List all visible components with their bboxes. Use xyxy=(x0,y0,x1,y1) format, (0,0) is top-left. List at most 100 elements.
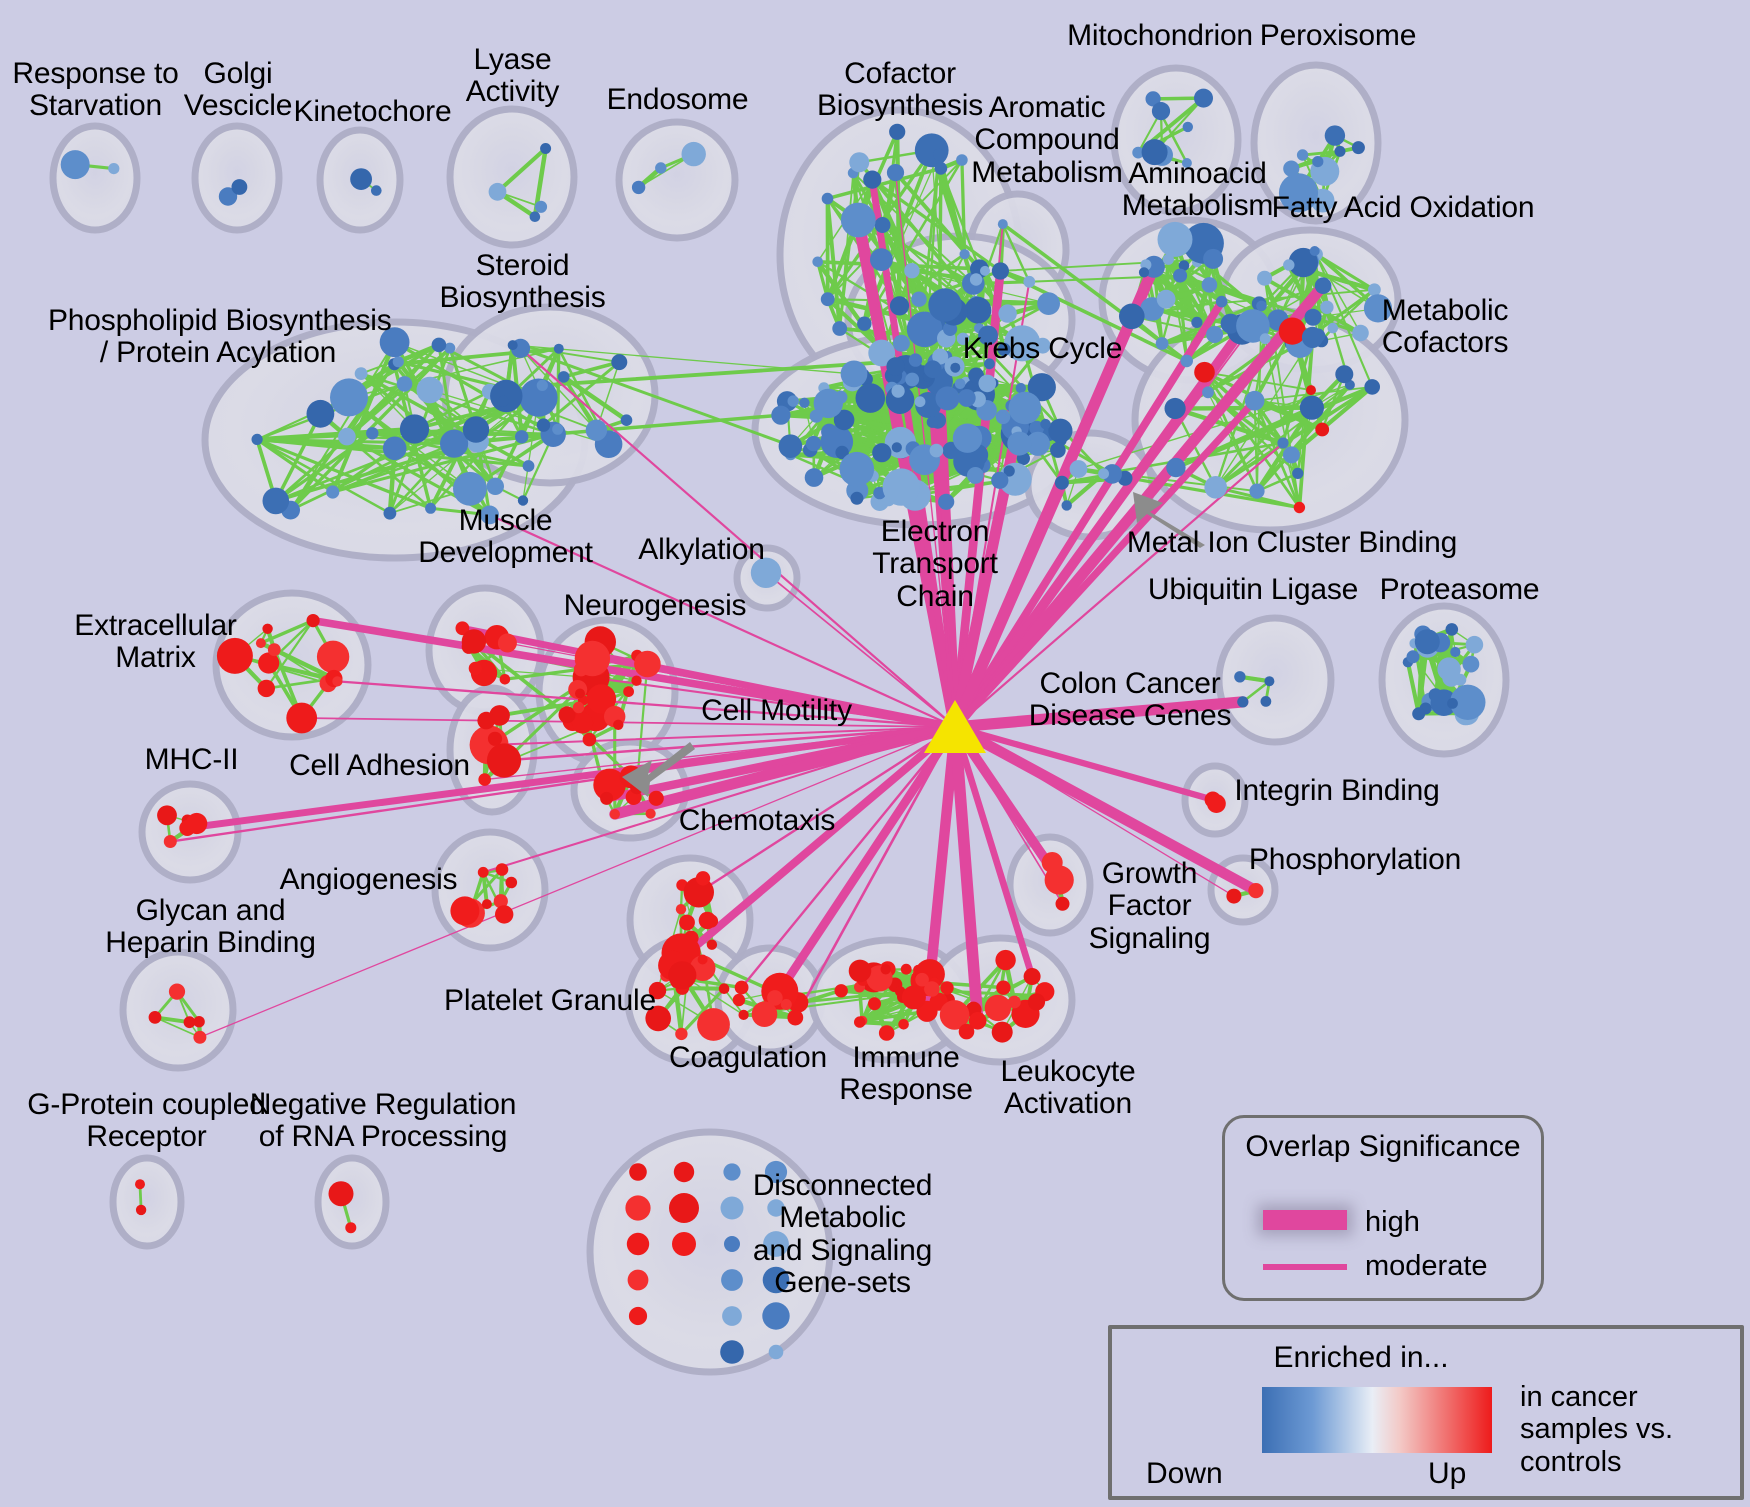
gene-set-node[interactable] xyxy=(1430,689,1458,716)
gene-set-node[interactable] xyxy=(574,640,611,677)
gene-set-node[interactable] xyxy=(1257,270,1273,286)
gene-set-node[interactable] xyxy=(954,378,966,390)
gene-set-node[interactable] xyxy=(1023,275,1036,288)
gene-set-node[interactable] xyxy=(763,1231,789,1257)
gene-set-node[interactable] xyxy=(1259,333,1271,345)
gene-set-node[interactable] xyxy=(628,1306,648,1326)
gene-set-node[interactable] xyxy=(1277,437,1289,449)
gene-set-node[interactable] xyxy=(1315,422,1330,437)
gene-set-node[interactable] xyxy=(1412,707,1426,721)
gene-set-node[interactable] xyxy=(721,1269,743,1291)
gene-set-node[interactable] xyxy=(553,343,564,354)
gene-set-node[interactable] xyxy=(672,1232,696,1256)
gene-set-node[interactable] xyxy=(255,638,266,649)
gene-set-node[interactable] xyxy=(697,1008,730,1041)
gene-set-node[interactable] xyxy=(382,436,407,461)
gene-set-node[interactable] xyxy=(330,378,368,417)
gene-set-node[interactable] xyxy=(959,249,970,260)
gene-set-node[interactable] xyxy=(626,1232,650,1256)
gene-set-node[interactable] xyxy=(552,423,564,435)
gene-set-node[interactable] xyxy=(306,399,335,428)
gene-set-node[interactable] xyxy=(668,961,697,990)
gene-set-node[interactable] xyxy=(540,143,552,154)
gene-set-node[interactable] xyxy=(870,248,893,271)
gene-set-node[interactable] xyxy=(193,1030,207,1044)
gene-set-node[interactable] xyxy=(812,256,823,268)
gene-set-node[interactable] xyxy=(933,148,945,161)
gene-set-node[interactable] xyxy=(631,675,642,686)
gene-set-node[interactable] xyxy=(495,905,514,924)
gene-set-node[interactable] xyxy=(338,427,356,446)
gene-set-node[interactable] xyxy=(1249,483,1265,499)
gene-set-node[interactable] xyxy=(1048,418,1073,443)
gene-set-node[interactable] xyxy=(600,791,614,805)
gene-set-node[interactable] xyxy=(645,808,656,819)
gene-set-node[interactable] xyxy=(1234,671,1246,683)
gene-set-node[interactable] xyxy=(286,702,318,734)
gene-set-node[interactable] xyxy=(60,150,90,180)
gene-set-node[interactable] xyxy=(440,429,469,458)
cluster-ellipse[interactable] xyxy=(119,948,237,1072)
gene-set-node[interactable] xyxy=(915,972,929,987)
gene-set-node[interactable] xyxy=(572,701,585,714)
gene-set-node[interactable] xyxy=(1173,268,1188,283)
gene-set-node[interactable] xyxy=(326,485,340,499)
gene-set-node[interactable] xyxy=(718,983,730,994)
gene-set-node[interactable] xyxy=(1156,289,1176,309)
gene-set-node[interactable] xyxy=(251,433,263,445)
gene-set-node[interactable] xyxy=(969,273,983,286)
gene-set-node[interactable] xyxy=(1027,373,1056,402)
gene-set-node[interactable] xyxy=(1406,650,1420,664)
gene-set-node[interactable] xyxy=(557,371,570,383)
gene-set-node[interactable] xyxy=(193,1016,205,1028)
gene-set-node[interactable] xyxy=(768,1344,784,1360)
gene-set-node[interactable] xyxy=(805,435,822,452)
gene-set-node[interactable] xyxy=(1166,457,1186,478)
gene-set-node[interactable] xyxy=(874,217,891,233)
gene-set-node[interactable] xyxy=(1027,993,1046,1011)
gene-set-node[interactable] xyxy=(1465,635,1484,654)
gene-set-node[interactable] xyxy=(669,1193,699,1223)
gene-set-node[interactable] xyxy=(519,378,558,417)
gene-set-node[interactable] xyxy=(655,162,667,174)
gene-set-node[interactable] xyxy=(821,192,834,205)
cluster-ellipse[interactable] xyxy=(191,122,283,234)
gene-set-node[interactable] xyxy=(956,154,968,166)
gene-set-node[interactable] xyxy=(1203,248,1224,269)
gene-set-node[interactable] xyxy=(906,311,943,348)
gene-set-node[interactable] xyxy=(453,471,487,506)
gene-set-node[interactable] xyxy=(799,397,810,408)
gene-set-node[interactable] xyxy=(257,679,275,698)
gene-set-node[interactable] xyxy=(997,219,1008,230)
gene-set-node[interactable] xyxy=(767,1199,785,1217)
gene-set-node[interactable] xyxy=(1288,247,1319,278)
gene-set-node[interactable] xyxy=(724,1236,740,1252)
gene-set-node[interactable] xyxy=(780,999,792,1010)
cluster-ellipse[interactable] xyxy=(49,122,141,234)
gene-set-node[interactable] xyxy=(582,732,597,747)
gene-set-node[interactable] xyxy=(723,1163,741,1181)
gene-set-node[interactable] xyxy=(522,460,535,472)
gene-set-node[interactable] xyxy=(956,332,970,345)
gene-set-node[interactable] xyxy=(1299,395,1324,420)
gene-set-node[interactable] xyxy=(1278,173,1319,213)
gene-set-node[interactable] xyxy=(593,768,626,802)
gene-set-node[interactable] xyxy=(486,477,504,495)
gene-set-node[interactable] xyxy=(1008,391,1042,425)
gene-set-node[interactable] xyxy=(478,773,492,786)
gene-set-node[interactable] xyxy=(396,376,413,392)
gene-set-node[interactable] xyxy=(108,163,120,175)
gene-set-node[interactable] xyxy=(978,374,997,393)
gene-set-node[interactable] xyxy=(984,358,995,370)
gene-set-node[interactable] xyxy=(536,379,548,391)
gene-set-node[interactable] xyxy=(820,292,835,307)
gene-set-node[interactable] xyxy=(834,984,848,998)
gene-set-node[interactable] xyxy=(764,1160,788,1184)
gene-set-node[interactable] xyxy=(849,152,870,173)
gene-set-node[interactable] xyxy=(720,1196,744,1220)
gene-set-node[interactable] xyxy=(1191,316,1203,328)
gene-set-node[interactable] xyxy=(486,743,522,778)
gene-set-node[interactable] xyxy=(997,342,1011,357)
gene-set-node[interactable] xyxy=(493,894,508,909)
gene-set-node[interactable] xyxy=(804,468,824,487)
